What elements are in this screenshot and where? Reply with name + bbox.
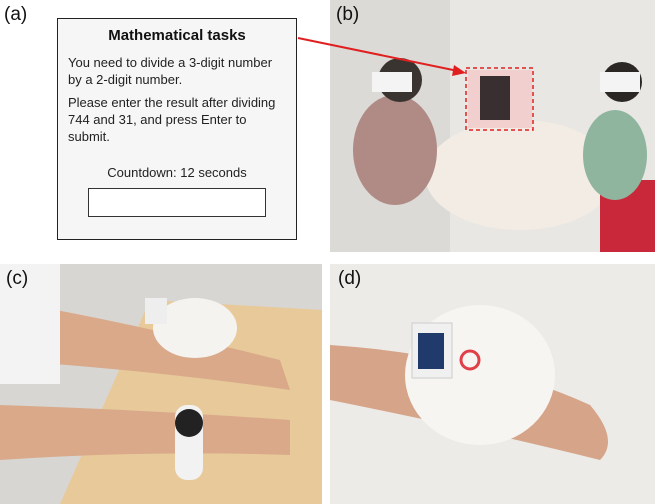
panel-label: (d) xyxy=(338,268,362,289)
table xyxy=(425,120,615,230)
face-mask xyxy=(372,72,412,92)
panel-label: (c) xyxy=(6,268,29,289)
plush xyxy=(153,298,237,358)
arm xyxy=(0,405,290,460)
sleeve xyxy=(0,264,60,384)
panel-label: (a) xyxy=(4,4,28,25)
person-right xyxy=(583,110,647,200)
person-left xyxy=(353,95,437,205)
face-mask xyxy=(600,72,640,92)
arrow xyxy=(297,37,459,72)
task-text: You need to divide a 3-digit number by a… xyxy=(68,55,273,87)
arm xyxy=(0,300,290,390)
countdown: Countdown: 12 seconds xyxy=(107,165,247,180)
screen xyxy=(418,333,444,369)
logo xyxy=(459,349,481,371)
device xyxy=(145,298,167,324)
watch xyxy=(175,409,203,437)
panel-label: (b) xyxy=(336,4,360,25)
arrow-head xyxy=(452,65,466,76)
task-text: Please enter the result after dividing 7… xyxy=(68,95,276,144)
monitor xyxy=(480,76,510,120)
answer-input[interactable] xyxy=(88,188,266,217)
task-window: Mathematical tasks You need to divide a … xyxy=(57,18,297,240)
task-title: Mathematical tasks xyxy=(108,27,246,44)
focus-box xyxy=(465,67,534,131)
